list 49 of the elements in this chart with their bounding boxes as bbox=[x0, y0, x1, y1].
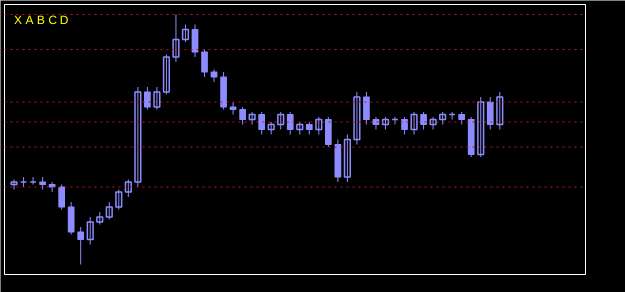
candlestick bbox=[296, 122, 304, 135]
candlestick bbox=[106, 202, 113, 220]
candlestick bbox=[420, 112, 427, 130]
candlestick bbox=[315, 116, 322, 135]
candlestick bbox=[153, 86, 160, 110]
candlestick bbox=[86, 216, 94, 245]
annotation: D bbox=[60, 13, 69, 27]
annotation: C bbox=[48, 13, 58, 27]
candlestick bbox=[277, 112, 284, 130]
candlestick bbox=[115, 189, 122, 210]
annotation: A bbox=[25, 13, 34, 27]
candlestick bbox=[353, 92, 361, 145]
candlestick bbox=[477, 96, 484, 158]
candlestick bbox=[286, 112, 294, 135]
candlestick bbox=[201, 49, 208, 78]
candlestick bbox=[248, 112, 256, 125]
candlestick bbox=[410, 112, 418, 135]
candlestick bbox=[210, 69, 218, 82]
candlestick bbox=[344, 134, 351, 182]
candlestick bbox=[258, 112, 266, 135]
candlestick bbox=[162, 54, 170, 95]
candlestick bbox=[486, 96, 494, 130]
candlestick bbox=[306, 122, 313, 135]
candlestick bbox=[172, 14, 180, 62]
candlestick bbox=[382, 116, 390, 130]
candlestick bbox=[182, 24, 190, 42]
candlestick bbox=[363, 92, 370, 125]
candlestick bbox=[48, 182, 56, 192]
annotation: X bbox=[14, 13, 22, 27]
candlestick bbox=[39, 176, 46, 190]
candlestick bbox=[230, 102, 236, 115]
candlestick bbox=[144, 86, 151, 110]
candlestick bbox=[96, 212, 104, 225]
candlestick bbox=[439, 112, 446, 125]
annotation: B bbox=[36, 13, 45, 27]
candlestick bbox=[10, 179, 18, 190]
candlestick bbox=[77, 226, 84, 265]
candlestick bbox=[58, 184, 66, 210]
candlestick bbox=[430, 116, 437, 130]
candlestick bbox=[372, 116, 380, 130]
candlestick bbox=[401, 116, 408, 135]
candlestick bbox=[458, 112, 466, 125]
candlestick bbox=[268, 122, 275, 135]
candlestick bbox=[124, 179, 132, 198]
candlestick bbox=[20, 176, 28, 188]
candlestick bbox=[134, 86, 142, 188]
candlestick bbox=[239, 106, 246, 125]
candlestick bbox=[192, 24, 198, 58]
candlestick bbox=[496, 92, 504, 130]
